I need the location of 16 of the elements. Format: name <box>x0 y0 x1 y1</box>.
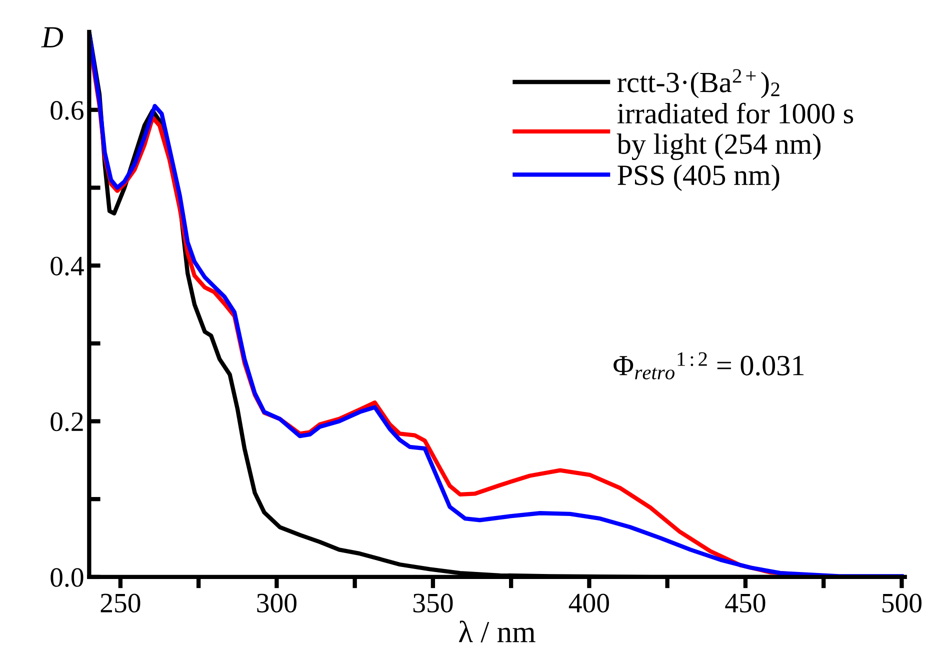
x-tick-label: 450 <box>725 594 766 612</box>
x-tick-label: 500 <box>882 594 922 612</box>
x-axis-title: λ / nm <box>459 620 536 642</box>
y-tick-label: 0.6 <box>50 101 84 120</box>
y-axis-title: D <box>41 27 64 48</box>
legend-label: rctt-3·(Ba$^{2+}$)$_{2}$ <box>617 69 780 98</box>
x-tick-label: 400 <box>568 594 609 612</box>
x-tick-label: 350 <box>413 594 453 612</box>
legend-label: irradiated for 1000 s by light (254 nm) <box>616 102 854 160</box>
x-tick-label: 300 <box>257 594 296 612</box>
annotation: Φ$_{retro}$$^{1:2}$ = 0.031 <box>614 352 804 380</box>
x-tick-label: 250 <box>100 594 140 612</box>
y-tick-label: 0.2 <box>50 412 83 432</box>
y-tick-label: 0.4 <box>50 256 84 276</box>
y-tick-label: 0.0 <box>50 568 84 587</box>
legend-label: PSS (405 nm) <box>618 164 780 192</box>
